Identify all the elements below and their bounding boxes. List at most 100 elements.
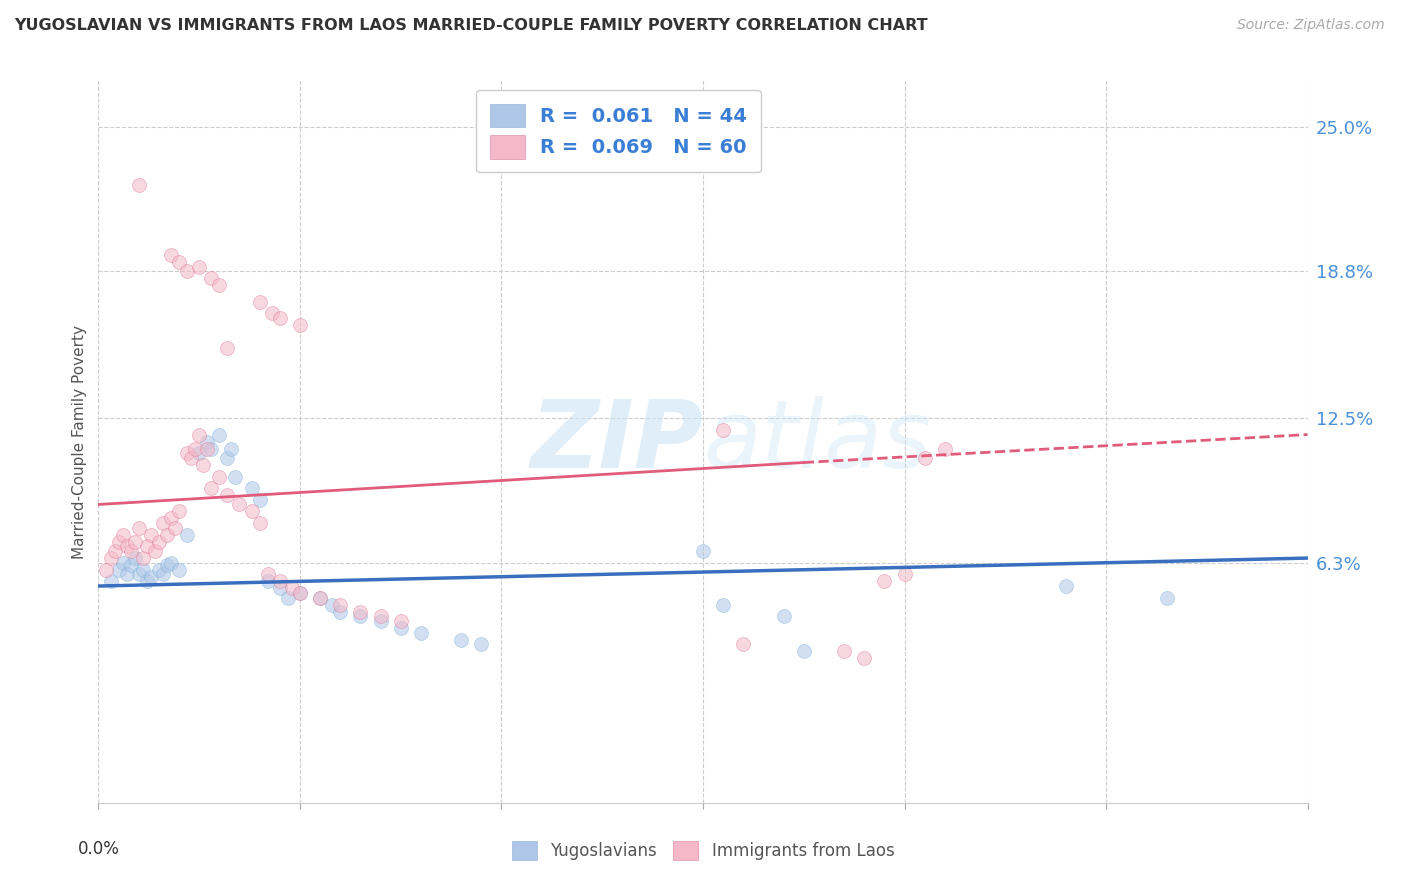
Point (370, 614, 392, 628)
Point (711, 598, 734, 612)
Point (409, 625, 432, 640)
Point (873, 574, 896, 589)
Point (329, 598, 352, 612)
Point (135, 540, 157, 554)
Point (124, 534, 146, 549)
Point (111, 528, 134, 542)
Point (107, 534, 129, 549)
Point (167, 255, 190, 269)
Point (217, 488, 239, 502)
Point (1156, 591, 1178, 605)
Point (135, 574, 157, 589)
Point (221, 442, 243, 456)
Point (208, 427, 231, 442)
Point (240, 504, 263, 518)
Point (152, 567, 174, 582)
Point (156, 558, 179, 572)
Point (200, 271, 222, 285)
Point (224, 469, 246, 483)
Point (208, 278, 231, 293)
Point (200, 481, 222, 495)
Point (107, 563, 129, 577)
Point (176, 446, 198, 460)
Point (256, 574, 278, 589)
Point (217, 341, 239, 355)
Point (111, 556, 134, 570)
Point (188, 446, 211, 460)
Point (217, 450, 239, 465)
Point (115, 567, 138, 582)
Point (152, 516, 174, 530)
Point (132, 563, 155, 577)
Point (200, 442, 222, 456)
Point (148, 563, 170, 577)
Point (249, 294, 271, 309)
Point (914, 450, 936, 465)
Point (160, 248, 183, 262)
Point (176, 264, 198, 278)
Point (733, 637, 755, 651)
Point (692, 544, 714, 558)
Point (934, 442, 956, 456)
Point (160, 511, 183, 525)
Point (128, 521, 150, 535)
Point (188, 427, 211, 442)
Point (269, 582, 291, 596)
Y-axis label: Married-Couple Family Poverty: Married-Couple Family Poverty (72, 325, 87, 558)
Point (249, 492, 271, 507)
Point (249, 516, 271, 530)
Point (277, 591, 299, 605)
Point (103, 544, 125, 558)
Point (193, 458, 215, 472)
Text: Source: ZipAtlas.com: Source: ZipAtlas.com (1237, 18, 1385, 32)
Point (139, 570, 162, 584)
Point (208, 469, 231, 483)
Point (139, 528, 162, 542)
Point (711, 423, 734, 437)
Text: atlas: atlas (703, 396, 931, 487)
Point (260, 306, 283, 320)
Point (163, 521, 186, 535)
Point (143, 544, 166, 558)
Point (195, 434, 218, 449)
Point (120, 558, 142, 572)
Point (349, 609, 371, 624)
Point (128, 178, 150, 193)
Point (389, 614, 412, 628)
Point (132, 551, 155, 566)
Point (450, 632, 472, 647)
Point (167, 563, 190, 577)
Legend: Yugoslavians, Immigrants from Laos: Yugoslavians, Immigrants from Laos (505, 835, 901, 867)
Point (167, 504, 190, 518)
Point (269, 574, 291, 589)
Point (100, 551, 122, 566)
Point (1054, 579, 1077, 593)
Point (195, 442, 218, 456)
Text: 0.0%: 0.0% (77, 840, 120, 858)
Point (160, 556, 183, 570)
Point (309, 591, 332, 605)
Point (124, 551, 146, 566)
Point (188, 260, 211, 274)
Point (100, 574, 122, 589)
Text: ZIP: ZIP (530, 395, 703, 488)
Point (470, 637, 492, 651)
Point (389, 621, 412, 635)
Point (128, 567, 150, 582)
Point (309, 591, 332, 605)
Point (288, 586, 311, 600)
Point (256, 567, 278, 582)
Point (772, 609, 794, 624)
Point (281, 582, 304, 596)
Point (120, 544, 142, 558)
Point (832, 644, 855, 658)
Point (349, 605, 371, 619)
Point (115, 540, 138, 554)
Point (96, 563, 118, 577)
Point (269, 311, 291, 326)
Point (148, 534, 170, 549)
Point (321, 598, 343, 612)
Point (853, 651, 876, 665)
Point (176, 528, 198, 542)
Point (240, 481, 263, 495)
